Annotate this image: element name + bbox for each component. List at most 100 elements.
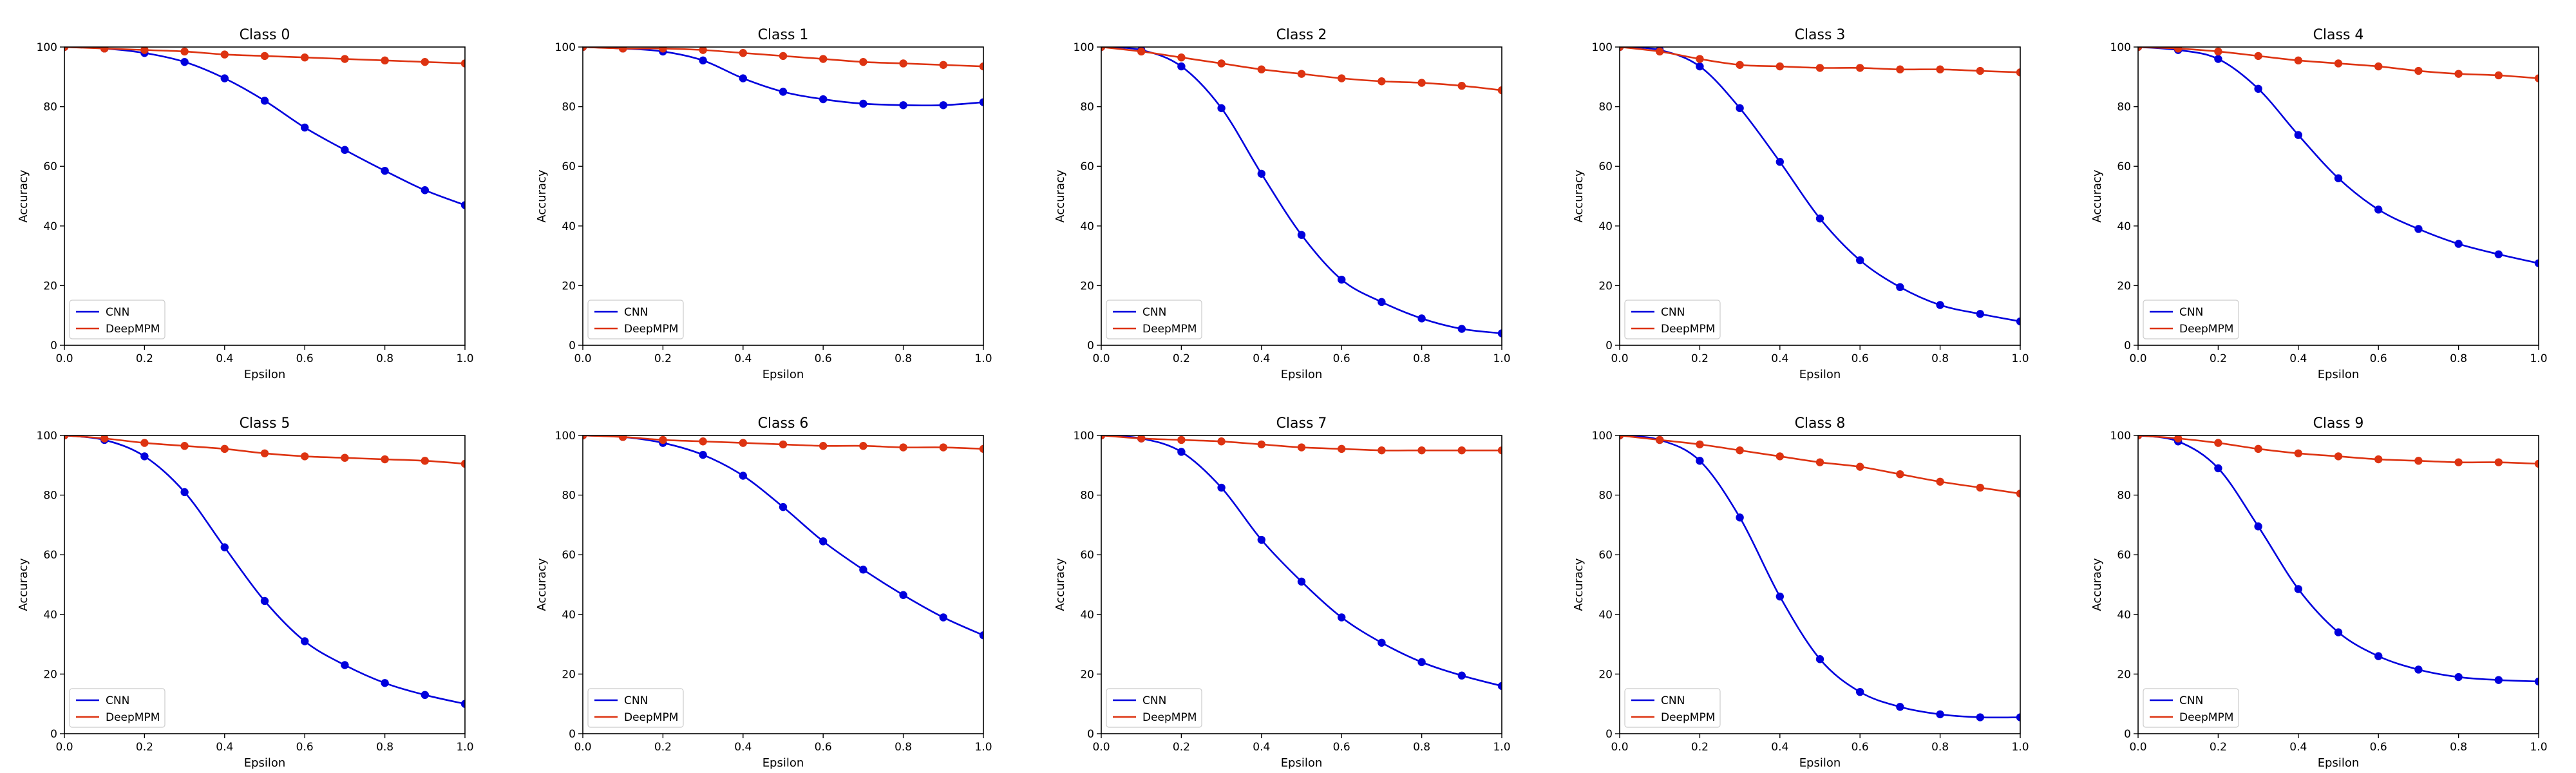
cnn-point — [2254, 84, 2262, 93]
y-tick-label: 100 — [37, 430, 57, 443]
deepmpm-point — [2494, 71, 2503, 80]
y-tick-label: 0 — [1087, 728, 1094, 741]
deepmpm-point — [421, 457, 429, 465]
x-tick-label: 0.4 — [1771, 352, 1788, 365]
cnn-point — [421, 186, 429, 195]
legend-label-cnn: CNN — [624, 306, 648, 319]
x-tick-label: 0.2 — [654, 352, 672, 365]
x-tick-label: 0.2 — [1173, 741, 1190, 754]
x-tick-label: 0.6 — [1333, 741, 1350, 754]
legend: CNN DeepMPM — [1624, 300, 1721, 339]
legend-label-deepmpm: DeepMPM — [106, 323, 160, 336]
cnn-point — [1378, 298, 1386, 307]
y-tick-label: 40 — [2117, 220, 2131, 233]
cnn-point — [1936, 301, 1944, 309]
y-tick-label: 100 — [1592, 430, 1613, 443]
deepmpm-point — [1297, 443, 1306, 452]
deepmpm-point — [180, 442, 189, 450]
y-tick-label: 60 — [43, 160, 57, 173]
x-axis-label: Epsilon — [2318, 756, 2360, 770]
x-tick-label: 0.6 — [815, 741, 832, 754]
y-tick-label: 100 — [37, 41, 57, 54]
cnn-point — [421, 691, 429, 700]
deepmpm-point — [100, 435, 109, 443]
y-tick-label: 0 — [50, 339, 57, 352]
cnn-point — [460, 201, 465, 209]
deepmpm-point — [1457, 81, 1466, 90]
subplot-class-3: Class 3 0.0 0.2 0.4 0.6 0.8 1.0 0 20 40 60 80 100 Eps… — [1572, 27, 2029, 381]
cnn-point — [460, 700, 465, 708]
plot-area — [2138, 47, 2539, 345]
deepmpm-point — [1856, 64, 1864, 72]
y-tick-label: 0 — [1087, 339, 1094, 352]
deepmpm-point — [1976, 66, 1984, 75]
cnn-point — [1936, 710, 1944, 719]
cnn-point — [899, 101, 907, 110]
data-layer — [1101, 435, 1502, 691]
x-axis-label: Epsilon — [244, 756, 286, 770]
deepmpm-point — [2138, 47, 2143, 52]
deepmpm-point — [699, 47, 707, 54]
data-layer — [583, 47, 983, 110]
deepmpm-point — [1696, 55, 1704, 63]
deepmpm-point — [381, 56, 389, 65]
y-tick-label: 60 — [2117, 549, 2131, 562]
y-tick-label: 60 — [2117, 160, 2131, 173]
cnn-point — [819, 537, 828, 546]
y-tick-label: 60 — [1598, 160, 1613, 173]
legend-label-deepmpm: DeepMPM — [1661, 323, 1715, 336]
deepmpm-point — [619, 47, 627, 53]
y-tick-label: 0 — [2124, 339, 2131, 352]
x-tick-label: 0.0 — [55, 352, 73, 365]
x-tick-label: 0.8 — [2450, 352, 2467, 365]
legend: CNN DeepMPM — [1106, 300, 1202, 339]
cnn-point — [1776, 158, 1784, 166]
y-tick-label: 40 — [1080, 609, 1094, 622]
legend-label-cnn: CNN — [106, 306, 129, 319]
legend-label-deepmpm: DeepMPM — [1661, 711, 1715, 724]
deepmpm-point — [2414, 457, 2423, 465]
plot-frame — [2137, 46, 2539, 346]
deepmpm-point — [2454, 458, 2463, 466]
deepmpm-point — [341, 453, 349, 462]
deepmpm-point — [2414, 66, 2423, 75]
cnn-point — [779, 502, 788, 511]
legend-label-cnn: CNN — [624, 694, 648, 707]
deepmpm-point — [2174, 47, 2183, 53]
y-tick-label: 80 — [562, 490, 576, 502]
x-axis-label: Epsilon — [1281, 756, 1323, 770]
deepmpm-point — [1656, 435, 1664, 444]
cnn-point — [2016, 317, 2020, 326]
subplot-title: Class 1 — [758, 27, 809, 43]
x-tick-label: 0.6 — [2370, 352, 2387, 365]
y-axis-label: Accuracy — [1054, 558, 1067, 611]
cnn-point — [1177, 62, 1186, 71]
plot-area — [1620, 47, 2020, 345]
y-tick-label: 20 — [1598, 668, 1613, 681]
deepmpm-point — [1177, 435, 1186, 444]
legend-label-cnn: CNN — [2179, 306, 2203, 319]
deepmpm-point — [260, 449, 269, 457]
cnn-point — [1217, 104, 1226, 113]
cnn-line — [1101, 47, 1502, 334]
x-tick-label: 1.0 — [456, 741, 473, 754]
plot-frame — [582, 435, 984, 734]
deepmpm-point — [1417, 79, 1426, 87]
y-tick-label: 0 — [569, 339, 576, 352]
y-tick-label: 60 — [1080, 549, 1094, 562]
x-tick-label: 0.0 — [574, 352, 591, 365]
deepmpm-point — [1896, 65, 1904, 73]
deepmpm-point — [2138, 435, 2143, 440]
cnn-point — [739, 74, 748, 82]
deepmpm-point — [64, 435, 69, 440]
deepmpm-point — [1936, 65, 1944, 73]
deepmpm-point — [899, 443, 907, 452]
x-tick-label: 0.0 — [1092, 741, 1110, 754]
deepmpm-point — [2294, 56, 2302, 65]
legend-label-cnn: CNN — [106, 694, 129, 707]
y-tick-label: 100 — [2110, 41, 2131, 54]
plot-area — [64, 435, 465, 734]
cnn-point — [301, 123, 309, 132]
plot-frame — [64, 46, 466, 346]
subplot-title: Class 2 — [1276, 27, 1327, 43]
